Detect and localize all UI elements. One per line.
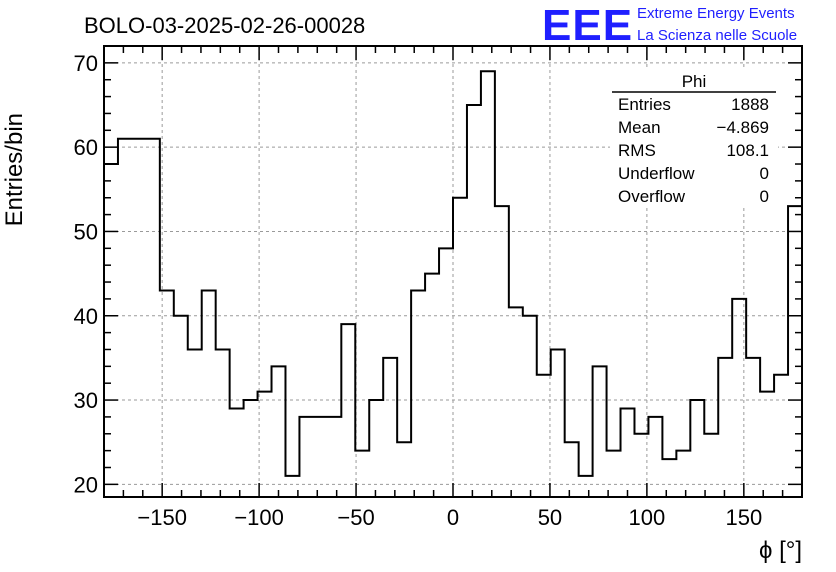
histogram-bin [760, 392, 774, 497]
stats-rows: Entries 1888 Mean −4.869 RMS 108.1 Underflow 0 O… [618, 95, 769, 206]
histogram-bin [174, 316, 188, 497]
histogram-bin [704, 434, 718, 497]
histogram-bin [579, 476, 593, 497]
x-tick-label: −50 [337, 505, 374, 530]
logo-line-2: La Scienza nelle Scuole [637, 27, 797, 44]
y-tick-label: 70 [74, 51, 98, 76]
stats-row-value: 108.1 [726, 141, 769, 160]
x-tick-label: −100 [234, 505, 284, 530]
histogram-bin [718, 358, 732, 497]
y-tick-label: 50 [74, 219, 98, 244]
stats-row-value: 1888 [731, 95, 769, 114]
histogram-bin [160, 290, 174, 497]
y-axis-title: Entries/bin [1, 113, 28, 226]
histogram-bin [467, 105, 481, 497]
histogram-bin [132, 139, 146, 497]
histogram-bin [411, 290, 425, 497]
histogram-bin [621, 408, 635, 497]
histogram-bin [774, 375, 788, 497]
y-tick-label: 40 [74, 304, 98, 329]
stats-box: Phi Entries 1888 Mean −4.869 RMS 108.1 Underfl… [610, 68, 778, 208]
histogram-bin [523, 316, 537, 497]
x-tick-label: 150 [725, 505, 762, 530]
x-tick-label: −150 [137, 505, 187, 530]
histogram-bin [788, 206, 802, 497]
histogram-bin [146, 139, 160, 497]
histogram-bin [355, 451, 369, 497]
histogram-series [104, 70, 803, 497]
histogram-bin [230, 408, 244, 497]
histogram-bin [313, 417, 327, 497]
histogram-bin [746, 358, 760, 497]
x-tick-label: 100 [629, 505, 666, 530]
stats-title: Phi [682, 72, 707, 91]
histogram-bin [397, 442, 411, 497]
x-tick-label: 50 [538, 505, 562, 530]
histogram-line [104, 70, 803, 477]
stats-row-label: Mean [618, 118, 661, 137]
stats-row-value: 0 [760, 187, 769, 206]
y-tick-label: 20 [74, 472, 98, 497]
histogram-bin [648, 417, 662, 497]
x-axis: −150 −100 −50 0 50 100 150 [103, 46, 803, 530]
histogram-bin [551, 349, 565, 497]
histogram-bin [732, 299, 746, 497]
histogram-bin [439, 248, 453, 497]
histogram-bin [341, 324, 355, 497]
histogram-bin [327, 417, 341, 497]
histogram-bin [537, 375, 551, 497]
histogram-bin [244, 400, 258, 497]
histogram-bin [662, 459, 676, 497]
histogram-bin [383, 358, 397, 497]
histogram-bin [690, 400, 704, 497]
eee-logo: EEE Extreme Energy Events La Scienza nel… [542, 1, 797, 50]
y-axis: 20 30 40 50 60 70 [74, 45, 802, 497]
histogram-bin [188, 349, 202, 497]
stats-row-value: −4.869 [717, 118, 769, 137]
histogram-bin [202, 290, 216, 497]
histogram-bin [118, 139, 132, 497]
stats-row-label: Underflow [618, 164, 695, 183]
y-tick-label: 60 [74, 135, 98, 160]
histogram-bin [593, 366, 607, 497]
y-tick-label: 30 [74, 388, 98, 413]
stats-row-value: 0 [760, 164, 769, 183]
histogram-bin [495, 206, 509, 497]
histogram-bin [453, 198, 467, 497]
stats-row-label: Overflow [618, 187, 686, 206]
histogram-bin [565, 442, 579, 497]
chart-title: BOLO-03-2025-02-26-00028 [84, 13, 365, 38]
histogram-bin [369, 400, 383, 497]
histogram-bin [258, 392, 272, 497]
histogram-bin [299, 417, 313, 497]
logo-mark: EEE [542, 1, 633, 50]
histogram-bin [481, 71, 495, 497]
x-tick-label: 0 [447, 505, 459, 530]
histogram-bin [425, 274, 439, 497]
logo-line-1: Extreme Energy Events [637, 5, 795, 22]
histogram-bin [216, 349, 230, 497]
histogram-bin [676, 451, 690, 497]
histogram-bin [509, 307, 523, 497]
x-axis-title: ϕ [°] [759, 537, 802, 564]
stats-row-label: RMS [618, 141, 656, 160]
histogram-bin [272, 366, 286, 497]
stats-row-label: Entries [618, 95, 671, 114]
